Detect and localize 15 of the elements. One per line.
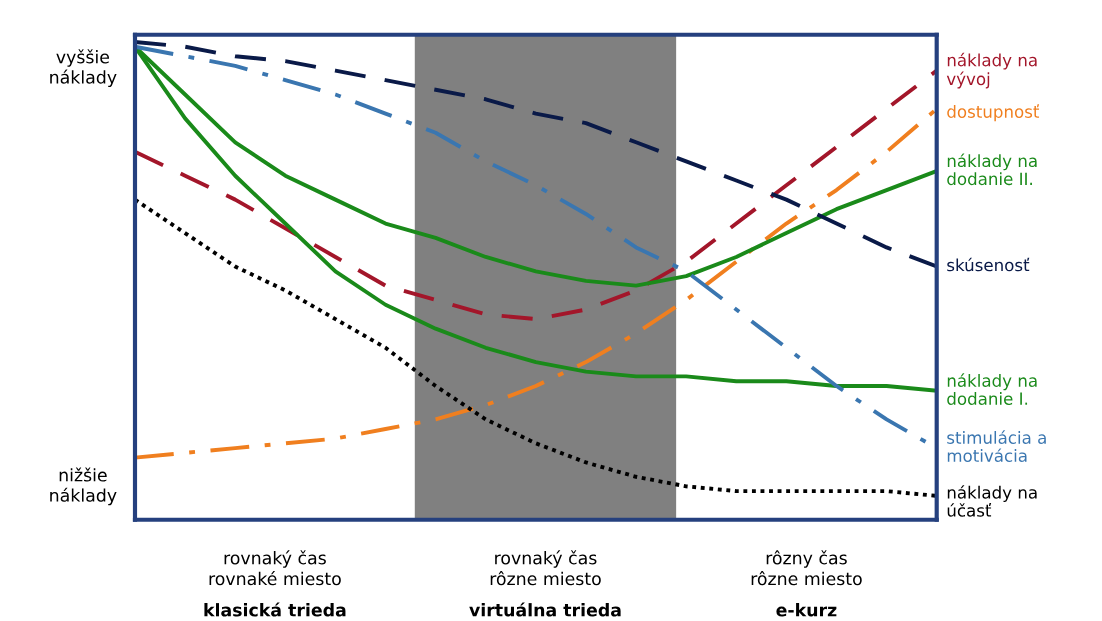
text: e-kurz <box>776 603 837 617</box>
text: vyššie náklady <box>50 49 117 88</box>
text: rôzny čas rôzne miesto <box>751 550 862 586</box>
text: virtuálna trieda <box>469 602 621 617</box>
text: rovnaký čas rôzne miesto <box>490 550 601 586</box>
series-label: stimulácia a motivácia <box>947 430 1046 462</box>
series-label: náklady na dodanie I. <box>947 373 1037 405</box>
series-label: náklady na vývoj <box>946 52 1037 89</box>
series-label: náklady na dodanie II. <box>947 153 1037 186</box>
series-label: dostupnosť <box>947 104 1040 122</box>
text: klasická trieda <box>204 602 346 617</box>
series-label: náklady na účasť <box>947 485 1037 517</box>
series-label: skúsenosť <box>947 257 1030 272</box>
text: nižšie náklady <box>50 467 117 506</box>
text: rovnaký čas rovnaké miesto <box>209 550 341 586</box>
